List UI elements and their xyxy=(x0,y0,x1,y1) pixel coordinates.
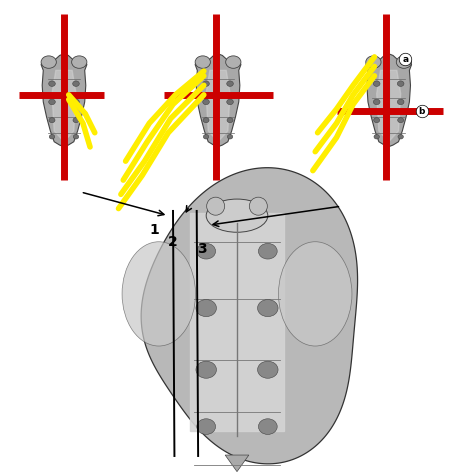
Text: a: a xyxy=(402,55,408,64)
Polygon shape xyxy=(206,71,230,142)
Polygon shape xyxy=(52,71,76,142)
Ellipse shape xyxy=(195,56,210,68)
Ellipse shape xyxy=(196,300,217,317)
Ellipse shape xyxy=(374,81,380,86)
Polygon shape xyxy=(190,213,284,431)
Polygon shape xyxy=(225,455,249,472)
Ellipse shape xyxy=(258,419,277,434)
Ellipse shape xyxy=(203,118,209,123)
Ellipse shape xyxy=(279,242,352,346)
Ellipse shape xyxy=(73,81,79,86)
Ellipse shape xyxy=(41,56,56,68)
Ellipse shape xyxy=(257,361,278,378)
Ellipse shape xyxy=(258,244,277,259)
Ellipse shape xyxy=(197,244,216,259)
Ellipse shape xyxy=(397,81,404,86)
Ellipse shape xyxy=(196,361,217,378)
Polygon shape xyxy=(366,54,411,147)
Ellipse shape xyxy=(72,56,87,68)
Ellipse shape xyxy=(203,99,210,105)
Text: b: b xyxy=(419,107,425,116)
Text: 1: 1 xyxy=(149,223,159,237)
Ellipse shape xyxy=(203,135,209,139)
Ellipse shape xyxy=(49,135,55,139)
Ellipse shape xyxy=(396,56,411,68)
Polygon shape xyxy=(377,71,401,142)
Ellipse shape xyxy=(228,135,233,139)
Ellipse shape xyxy=(49,99,55,105)
Polygon shape xyxy=(141,168,357,464)
Ellipse shape xyxy=(227,118,233,123)
Polygon shape xyxy=(41,54,87,147)
Ellipse shape xyxy=(49,81,55,86)
Ellipse shape xyxy=(374,135,379,139)
Ellipse shape xyxy=(206,199,268,232)
Ellipse shape xyxy=(203,81,210,86)
Ellipse shape xyxy=(374,99,380,105)
Ellipse shape xyxy=(73,99,79,105)
Ellipse shape xyxy=(257,300,278,317)
Ellipse shape xyxy=(366,56,381,68)
Polygon shape xyxy=(195,54,241,147)
Ellipse shape xyxy=(197,419,216,434)
Ellipse shape xyxy=(226,56,241,68)
Ellipse shape xyxy=(398,135,403,139)
Ellipse shape xyxy=(374,118,380,123)
Ellipse shape xyxy=(49,118,55,123)
Ellipse shape xyxy=(227,81,233,86)
Text: 3: 3 xyxy=(198,242,207,256)
Ellipse shape xyxy=(207,197,225,215)
Ellipse shape xyxy=(73,135,79,139)
Text: 2: 2 xyxy=(168,235,178,249)
Ellipse shape xyxy=(397,99,404,105)
Ellipse shape xyxy=(73,118,79,123)
Ellipse shape xyxy=(227,99,233,105)
Ellipse shape xyxy=(398,118,404,123)
Ellipse shape xyxy=(122,242,195,346)
Ellipse shape xyxy=(249,197,267,215)
